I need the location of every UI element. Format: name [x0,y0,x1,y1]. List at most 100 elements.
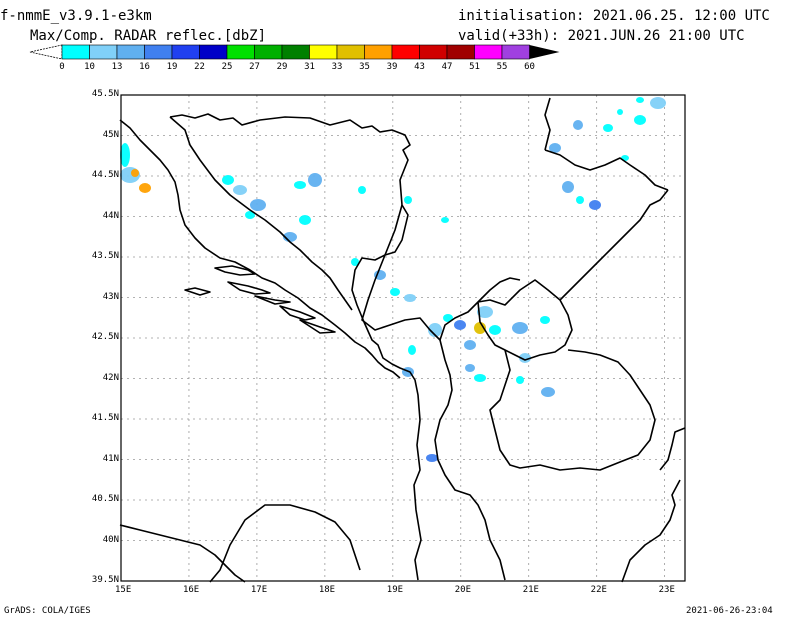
colorbar-tick-label: 33 [331,62,343,72]
radar-echo [549,143,561,153]
init-time: initialisation: 2021.06.25. 12:00 UTC [458,8,770,24]
radar-echo [351,258,359,266]
radar-echo [519,353,531,363]
colorbar-tick-label: 55 [496,62,508,72]
lon-tick-label: 20E [454,585,472,595]
lon-tick-label: 17E [250,585,268,595]
radar-echo [428,323,442,337]
border-albania [434,339,506,581]
radar-echo [454,320,466,330]
radar-echo [222,175,234,185]
coastline-italy [119,524,246,583]
coastline-croatia [119,119,401,379]
radar-echo [603,124,613,132]
radar-echo [541,387,555,397]
lat-tick-label: 42N [102,372,119,383]
radar-echo [465,364,475,372]
island-5 [254,295,291,305]
lon-tick-label: 21E [522,585,539,595]
lat-tick-label: 44.5N [91,170,119,180]
radar-echo [636,97,644,103]
radar-echo [540,316,550,324]
radar-echo [120,143,130,167]
island-3 [279,305,316,321]
colorbar-tick-label: 47 [441,62,453,72]
radar-echo [512,322,528,334]
coastline-greece-2 [659,427,686,471]
colorbar-tick-label: 0 [59,62,65,72]
coastline-adriatic [169,113,422,581]
lon-tick-label: 16E [182,585,200,595]
radar-echo [474,374,486,382]
lon-tick-label: 15E [115,585,132,595]
lat-tick-label: 40.5N [91,494,119,504]
radar-echo [589,200,601,210]
radar-echo [294,181,306,189]
lat-tick-label: 40N [102,534,119,545]
radar-echo [390,288,400,296]
border-bosnia [169,116,353,311]
footer-timestamp: 2021-06-26-23:04 [686,606,773,616]
border-serbia-east [559,189,669,301]
colorbar-tick-label: 35 [359,62,370,72]
border-serbia-romania [544,149,669,191]
island-4 [184,287,211,296]
border-serbia-montenegro [361,204,521,341]
radar-echo [617,109,623,115]
colorbar-tick-label: 13 [111,62,123,72]
radar-echo [233,185,247,195]
radar-echo [404,294,416,302]
lat-tick-label: 41.5N [91,413,119,423]
colorbar-tick-label: 60 [524,62,535,72]
border-macedonia [489,349,656,471]
radar-echo [474,322,486,334]
island-6 [299,319,336,334]
footer-grads: GrADS: COLA/IGES [4,606,91,616]
colorbar-tick-label: 43 [414,62,425,72]
coastline-italy-south [209,504,361,583]
colorbar-tick-label: 51 [469,62,480,72]
lat-tick-label: 43N [102,291,119,302]
lat-tick-label: 45N [102,129,119,140]
lat-tick-label: 43.5N [91,251,119,261]
radar-echo [576,196,584,204]
lat-tick-label: 44N [102,210,119,221]
colorbar-tick-label: 39 [386,62,398,72]
colorbar-tick-label: 22 [194,62,205,72]
colorbar [29,44,560,60]
island-2 [227,281,271,295]
lon-tick-label: 23E [658,585,675,595]
lon-tick-label: 19E [386,585,404,595]
radar-echoes [120,97,666,462]
border-kosovo [477,279,573,361]
radar-echo [426,454,438,462]
colorbar-tick-label: 27 [249,62,260,72]
radar-echo [516,376,524,384]
radar-echo [443,314,453,322]
radar-echo [573,120,583,130]
radar-echo [299,215,311,225]
map-frame [120,94,686,582]
radar-echo [131,169,139,177]
radar-echo [308,173,322,187]
radar-echo [477,306,493,318]
radar-echo [650,97,666,109]
colorbar-tick-label: 10 [84,62,95,72]
radar-echo [374,270,386,280]
radar-echo [245,211,255,219]
island-1 [214,265,256,276]
colorbar-high-arrow [529,45,560,59]
lon-tick-label: 22E [590,585,607,595]
colorbar-tick-label: 31 [304,62,315,72]
radar-echo [250,199,266,211]
radar-echo [404,196,412,204]
lat-tick-label: 41N [102,453,119,464]
radar-echo [358,186,366,194]
radar-echo [489,325,501,335]
lon-tick-label: 18E [318,585,336,595]
colorbar-tick-label: 19 [166,62,178,72]
border-north-serbia [544,97,551,151]
radar-echo [139,183,151,193]
colorbar-tick-label: 29 [276,62,288,72]
